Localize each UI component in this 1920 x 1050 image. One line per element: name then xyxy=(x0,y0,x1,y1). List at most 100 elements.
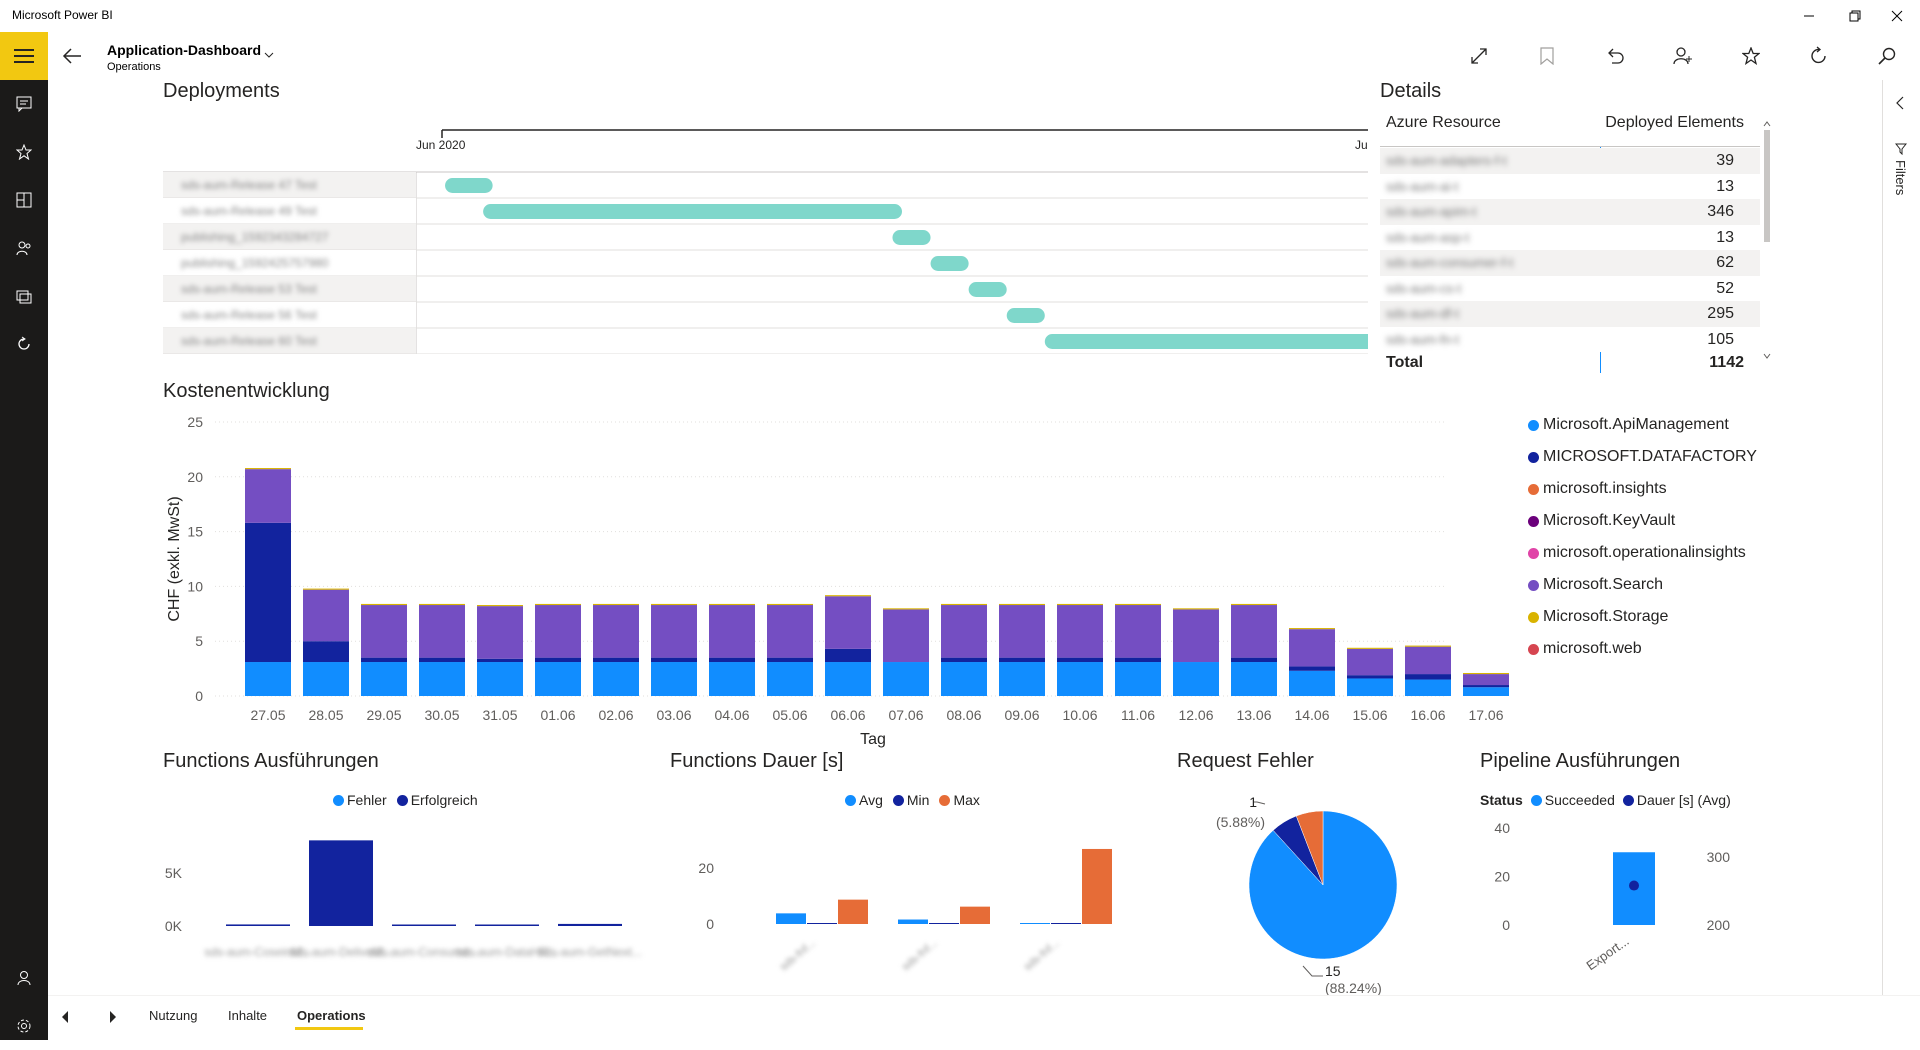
legend-item[interactable]: Dauer [s] (Avg) xyxy=(1622,792,1731,808)
fe-bar xyxy=(558,923,622,926)
account-nav-button[interactable] xyxy=(0,954,48,1002)
kosten-x-tick: 10.06 xyxy=(1062,707,1097,723)
kosten-legend-item[interactable]: microsoft.operationalinsights xyxy=(1528,544,1746,562)
kosten-bar-segment xyxy=(999,603,1045,606)
bookmark-button[interactable] xyxy=(1533,42,1561,70)
pipeline-chart: 0 20 40 200 300 Export... xyxy=(1494,820,1730,973)
close-button[interactable] xyxy=(1874,0,1920,32)
tab-inhalte[interactable]: Inhalte xyxy=(228,1008,268,1023)
favorites-nav-button[interactable] xyxy=(0,128,48,176)
kosten-legend-item[interactable]: Microsoft.Search xyxy=(1528,576,1663,594)
comments-nav-button[interactable] xyxy=(0,80,48,128)
report-title[interactable]: Application-Dashboard xyxy=(107,42,262,58)
tab-nutzung[interactable]: Nutzung xyxy=(149,1008,198,1023)
legend-item[interactable]: Fehler xyxy=(333,792,387,808)
kosten-bar-segment xyxy=(1115,603,1161,606)
kosten-bar-segment xyxy=(1231,605,1277,658)
next-page-button[interactable] xyxy=(108,1010,118,1029)
gantt-bar xyxy=(483,204,902,219)
legend-title: Status xyxy=(1480,792,1523,808)
details-scrollbar[interactable] xyxy=(1762,118,1772,364)
kosten-legend-item[interactable]: MICROSOFT.DATAFACTORY xyxy=(1528,448,1757,466)
dashboards-nav-button[interactable] xyxy=(0,176,48,224)
details-resource-name: sds-aum-apim-t xyxy=(1386,204,1477,219)
kosten-bar-segment xyxy=(651,605,697,658)
details-row[interactable]: sds-aum-apim-t 346 xyxy=(1380,199,1760,225)
shared-nav-button[interactable] xyxy=(0,224,48,272)
details-row[interactable]: sds-aum-fn-t 105 xyxy=(1380,326,1760,352)
kosten-bar-segment xyxy=(767,662,813,696)
prev-page-button[interactable] xyxy=(60,1010,70,1029)
details-row[interactable]: sds-aum-consumer-f-t 62 xyxy=(1380,250,1760,276)
kosten-bar-segment xyxy=(1289,666,1335,671)
kosten-bar-segment xyxy=(1347,678,1393,696)
undo-button[interactable] xyxy=(1601,42,1629,70)
tab-operations[interactable]: Operations xyxy=(297,1008,366,1023)
kosten-bar-segment xyxy=(419,603,465,606)
details-total-label: Total xyxy=(1386,354,1424,371)
kosten-legend-item[interactable]: Microsoft.KeyVault xyxy=(1528,512,1675,530)
kosten-bar-segment xyxy=(1057,603,1103,606)
gantt-row-label: sds-aum-Release 60 Test xyxy=(181,334,318,348)
share-button[interactable] xyxy=(1669,42,1697,70)
chevron-left-icon[interactable] xyxy=(1895,96,1905,115)
kosten-bar-segment xyxy=(593,657,639,663)
kosten-bar-segment xyxy=(1463,685,1509,688)
legend-item[interactable]: Succeeded xyxy=(1530,792,1615,808)
kosten-bar-segment xyxy=(883,662,929,696)
back-arrow-icon xyxy=(62,48,81,64)
filters-label[interactable]: Filters xyxy=(1893,160,1908,196)
kosten-x-tick: 05.06 xyxy=(772,707,807,723)
legend-label: Dauer [s] (Avg) xyxy=(1636,792,1731,808)
close-icon xyxy=(1891,10,1903,22)
dashboard-icon xyxy=(16,192,32,208)
gantt-row-label: publishing_1592343284727 xyxy=(181,230,329,244)
fd-y-tick: 0 xyxy=(706,916,714,932)
details-title: Details xyxy=(1380,80,1442,102)
details-row[interactable]: sds-aum-asp-t 13 xyxy=(1380,224,1760,250)
kosten-legend-item[interactable]: Microsoft.ApiManagement xyxy=(1528,416,1729,434)
details-table[interactable]: Azure Resource Deployed Elements sds-aum… xyxy=(1380,110,1772,380)
legend-item[interactable]: Min xyxy=(892,792,929,808)
pipeline-legend: Status Succeeded Dauer [s] (Avg) xyxy=(1480,792,1731,808)
restore-button[interactable] xyxy=(1832,0,1878,32)
favorite-button[interactable] xyxy=(1737,42,1765,70)
kosten-x-tick: 03.06 xyxy=(656,707,691,723)
legend-item[interactable]: Max xyxy=(939,792,980,808)
kosten-legend-item[interactable]: microsoft.insights xyxy=(1528,480,1667,498)
legend-item[interactable]: Avg xyxy=(845,792,883,808)
kosten-bar-segment xyxy=(535,605,581,658)
menu-button[interactable] xyxy=(0,32,48,80)
apps-nav-button[interactable] xyxy=(0,272,48,320)
chevron-down-icon[interactable] xyxy=(264,46,274,64)
filters-pane[interactable]: Filters xyxy=(1882,80,1920,995)
left-nav xyxy=(0,32,48,1040)
back-button[interactable] xyxy=(58,42,86,70)
kosten-legend: Microsoft.ApiManagement MICROSOFT.DATAFAC… xyxy=(1528,416,1768,676)
details-col-deployed[interactable]: Deployed Elements xyxy=(1605,114,1744,131)
legend-dot xyxy=(333,794,344,806)
filter-icon xyxy=(1894,142,1908,160)
kosten-bar-segment xyxy=(651,657,697,663)
kosten-legend-item[interactable]: Microsoft.Storage xyxy=(1528,608,1668,626)
minimize-button[interactable] xyxy=(1786,0,1832,32)
kosten-legend-item[interactable]: microsoft.web xyxy=(1528,640,1642,658)
legend-item[interactable]: Erfolgreich xyxy=(396,792,478,808)
gantt-row-bg xyxy=(163,250,416,276)
details-row[interactable]: sds-aum-cs-t 52 xyxy=(1380,275,1760,301)
refresh-button[interactable] xyxy=(1805,42,1833,70)
fe-bar xyxy=(309,840,373,926)
fullscreen-button[interactable] xyxy=(1465,42,1493,70)
comment-icon xyxy=(16,96,32,112)
pie-slice xyxy=(1295,810,1324,886)
details-row[interactable]: sds-aum-ai-t 13 xyxy=(1380,173,1760,199)
kosten-bar-segment xyxy=(419,657,465,663)
settings-nav-button[interactable] xyxy=(0,1002,48,1050)
details-row[interactable]: sds-aum-df-t 295 xyxy=(1380,301,1760,327)
details-row[interactable]: sds-aum-adapters-f-t 39 xyxy=(1380,148,1760,174)
details-col-resource[interactable]: Azure Resource xyxy=(1386,114,1501,131)
kosten-x-tick: 14.06 xyxy=(1294,707,1329,723)
search-button[interactable] xyxy=(1873,42,1901,70)
refresh-nav-button[interactable] xyxy=(0,320,48,368)
gantt-bar xyxy=(968,282,1007,297)
